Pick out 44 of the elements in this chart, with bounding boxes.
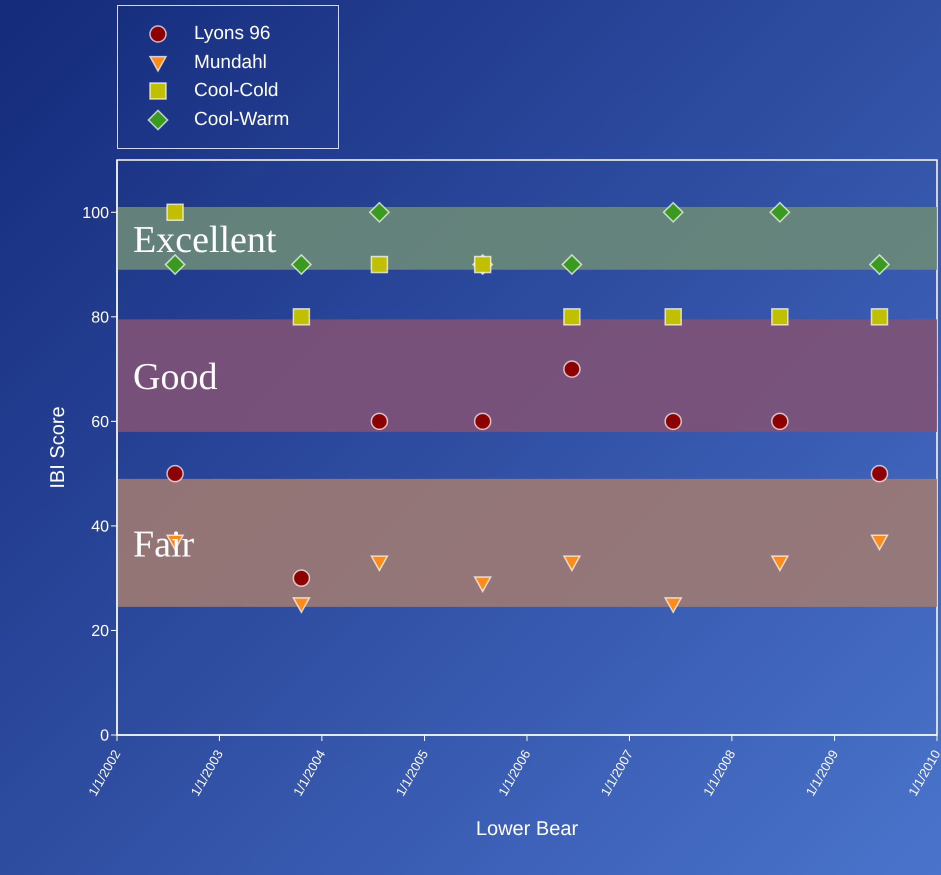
point (370, 555, 388, 572)
y-tick-label: 60 (91, 414, 110, 432)
point (164, 254, 186, 275)
point (771, 412, 789, 430)
y-tick-label: 100 (82, 204, 110, 222)
y-tick-label: 0 (100, 728, 110, 745)
point (771, 308, 789, 326)
y-tick-label: 40 (91, 518, 110, 536)
y-tick-label: 80 (91, 310, 110, 326)
band-label: Good (133, 356, 218, 398)
point (474, 412, 492, 430)
point (166, 204, 184, 222)
point (369, 202, 390, 223)
legend-label: Lyons 96 (194, 23, 270, 46)
legend-label: Cool-Cold (194, 80, 278, 102)
point (292, 597, 310, 614)
point (562, 254, 582, 275)
point (563, 360, 581, 378)
point (870, 464, 888, 482)
point (664, 412, 682, 430)
legend-label: Mundahl (194, 52, 267, 74)
band-label: Excellent (133, 218, 277, 261)
legend-label: Cool-Warm (194, 108, 290, 131)
point (291, 254, 312, 275)
point (370, 412, 388, 430)
point (166, 464, 184, 482)
point (292, 569, 310, 587)
point (870, 308, 888, 326)
point (563, 555, 581, 572)
point (870, 534, 888, 550)
point (474, 576, 492, 592)
point (664, 597, 682, 614)
x-axis-title: Lower Bear (476, 818, 578, 840)
point (370, 256, 388, 274)
point (292, 308, 310, 326)
point (664, 308, 682, 326)
point (563, 308, 581, 326)
point (771, 555, 789, 572)
y-tick-label: 20 (91, 623, 110, 640)
point (869, 254, 890, 275)
point (662, 202, 684, 223)
band-label: Fair (133, 523, 195, 566)
y-axis-title: IBI Score (47, 406, 70, 489)
point (769, 202, 790, 223)
